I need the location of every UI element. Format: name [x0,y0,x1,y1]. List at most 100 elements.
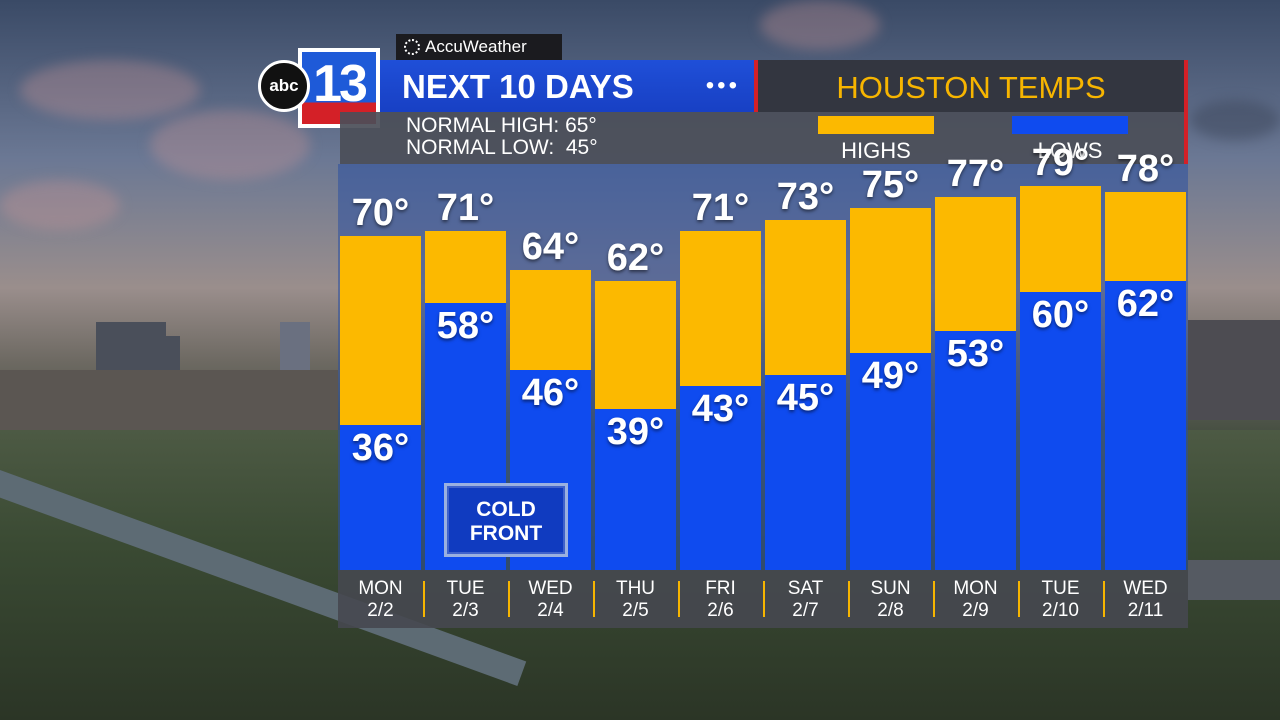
day-date: 2/5 [622,600,649,621]
low-bar [765,375,846,570]
legend-swatch-lows [1012,116,1128,134]
header-divider [754,60,758,112]
header-edge-accent [1184,60,1188,164]
header-location-bar: HOUSTON TEMPS [758,60,1184,112]
low-value-label: 45° [776,377,835,420]
low-value-label: 39° [606,410,665,453]
low-bar [680,386,761,570]
temperature-chart: COLD FRONT 70° 36° MON 2/2 71° 58° TUE 2/3 64° 46… [338,142,1188,630]
day-date: 2/6 [707,600,734,621]
day-of-week: THU [615,578,656,599]
day-separator [1103,581,1105,617]
high-bar [425,230,506,304]
sun-icon [404,39,420,55]
logo-abc-circle: abc [258,60,310,112]
day-separator [933,581,935,617]
day-of-week: TUE [1041,578,1080,599]
low-bar [850,353,931,570]
day-separator [678,581,680,617]
day-tick-label: SAT 2/7 [765,578,846,622]
day-of-week: WED [1123,578,1168,599]
legend-swatch-highs [818,116,934,134]
cold-front-line2: FRONT [469,522,543,545]
cold-front-annotation: COLD FRONT [444,483,568,557]
high-value-label: 64° [521,225,580,268]
high-bar [1105,191,1186,281]
low-value-label: 36° [351,427,410,470]
day-separator [848,581,850,617]
high-value-label: 71° [691,186,750,229]
low-value-label: 53° [946,332,1005,375]
day-tick-label: MON 2/9 [935,578,1016,622]
day-tick-label: TUE 2/10 [1020,578,1101,622]
high-value-label: 75° [861,164,920,207]
day-date: 2/7 [792,600,819,621]
day-tick-label: THU 2/5 [595,578,676,622]
low-value-label: 58° [436,305,495,348]
high-value-label: 71° [436,186,495,229]
high-bar [340,236,421,426]
day-of-week: SUN [870,578,911,599]
low-bar [595,408,676,570]
high-bar [935,197,1016,331]
header-title-bar: NEXT 10 DAYS ••• [380,60,754,112]
high-bar [1020,186,1101,292]
day-of-week: MON [358,578,403,599]
day-date: 2/8 [877,600,904,621]
high-bar [680,230,761,387]
day-date: 2/3 [452,600,479,621]
day-tick-label: WED 2/4 [510,578,591,622]
high-bar [595,280,676,409]
high-value-label: 73° [776,175,835,218]
cold-front-line1: COLD [476,498,536,521]
provider-label: AccuWeather [425,37,527,56]
day-separator [593,581,595,617]
low-value-label: 43° [691,388,750,431]
normals-legend-bar: NORMAL HIGH: 65° NORMAL LOW: 45° HIGHS L… [340,112,1184,164]
station-logo: 13 abc [258,48,380,128]
chart-title: HOUSTON TEMPS [836,70,1106,105]
day-date: 2/2 [367,600,394,621]
day-date: 2/10 [1042,600,1079,621]
day-of-week: MON [953,578,998,599]
low-bar [935,330,1016,570]
day-of-week: TUE [446,578,485,599]
normal-low: NORMAL LOW: 45° [406,136,598,159]
high-value-label: 70° [351,192,410,235]
high-value-label: 79° [1031,142,1090,185]
high-value-label: 77° [946,153,1005,196]
day-of-week: SAT [787,578,824,599]
day-tick-label: SUN 2/8 [850,578,931,622]
normal-high: NORMAL HIGH: 65° [406,114,597,137]
day-of-week: FRI [705,578,736,599]
high-value-label: 62° [606,236,665,279]
low-bar [340,425,421,570]
low-value-label: 49° [861,355,920,398]
day-separator [763,581,765,617]
day-date: 2/9 [962,600,989,621]
logo-number: 13 [313,55,368,113]
low-bar [1105,280,1186,570]
day-date: 2/11 [1127,600,1164,621]
day-separator [508,581,510,617]
day-separator [423,581,425,617]
day-separator [1018,581,1020,617]
day-of-week: WED [528,578,573,599]
accuweather-badge: AccuWeather [396,34,562,60]
high-value-label: 78° [1116,147,1175,190]
day-date: 2/4 [537,600,564,621]
legend-label-highs: HIGHS [841,138,911,163]
low-value-label: 60° [1031,293,1090,336]
day-tick-label: WED 2/11 [1105,578,1186,622]
day-tick-label: FRI 2/6 [680,578,761,622]
high-bar [765,219,846,376]
high-bar [850,208,931,354]
day-tick-label: TUE 2/3 [425,578,506,622]
low-bar [1020,291,1101,570]
high-bar [510,269,591,370]
day-tick-label: MON 2/2 [340,578,421,622]
low-value-label: 62° [1116,282,1175,325]
dots-icon: ••• [705,72,740,99]
low-value-label: 46° [521,371,580,414]
page-title: NEXT 10 DAYS [402,68,634,105]
